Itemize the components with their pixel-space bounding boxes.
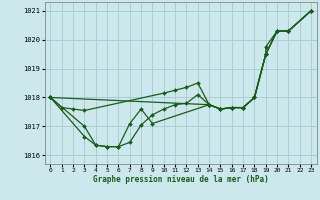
X-axis label: Graphe pression niveau de la mer (hPa): Graphe pression niveau de la mer (hPa) — [93, 175, 269, 184]
